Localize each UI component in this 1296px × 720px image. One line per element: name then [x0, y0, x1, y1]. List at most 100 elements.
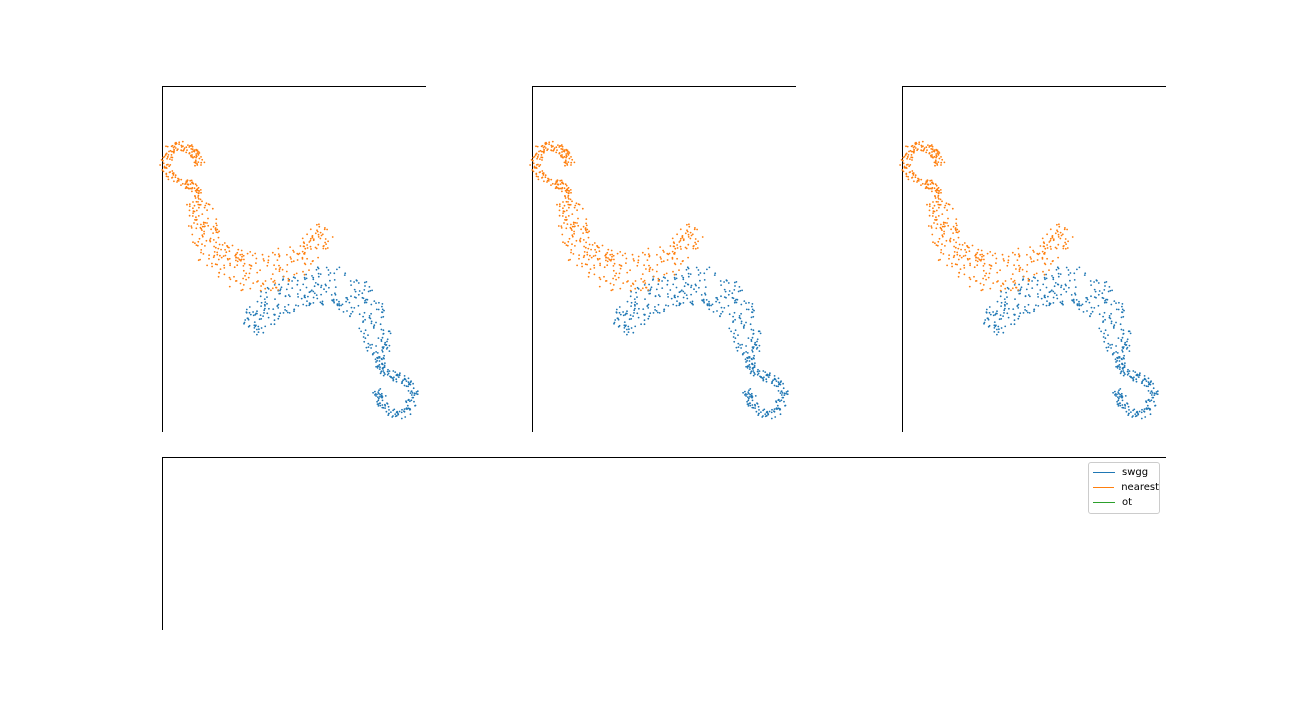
scatter-point-orange [197, 161, 200, 163]
scatter-point-blue [378, 392, 380, 395]
scatter-point-blue [1135, 378, 1138, 381]
scatter-point-blue [1132, 370, 1135, 372]
scatter-point-blue [415, 391, 418, 393]
scatter-point-orange [1060, 234, 1063, 237]
scatter-point-orange [188, 214, 191, 217]
scatter-point-blue [1078, 304, 1081, 307]
scatter-point-blue [282, 278, 285, 281]
scatter-point-blue [1074, 292, 1076, 295]
scatter-point-orange [565, 191, 568, 194]
scatter-point-orange [536, 157, 538, 160]
scatter-point-blue [1121, 308, 1124, 311]
scatter-point-orange [931, 182, 934, 185]
scatter-point-blue [1008, 307, 1010, 310]
scatter-point-blue [1003, 312, 1005, 314]
scatter-point-orange [201, 234, 204, 237]
scatter-point-blue [623, 331, 626, 333]
scatter-point-blue [367, 334, 369, 336]
scatter-point-blue [734, 329, 737, 332]
scatter-point-blue [777, 398, 780, 401]
scatter-point-orange [212, 256, 215, 259]
scatter-point-blue [1105, 301, 1108, 304]
scatter-point-orange [688, 225, 691, 228]
scatter-point-orange [1043, 273, 1046, 276]
scatter-point-blue [1135, 380, 1138, 383]
scatter-point-blue [413, 392, 416, 395]
scatter-point-blue [391, 377, 394, 379]
scatter-point-orange [668, 252, 671, 255]
scatter-point-orange [641, 273, 644, 275]
scatter-point-orange [163, 155, 166, 158]
scatter-point-blue [989, 313, 992, 316]
scatter-point-blue [1113, 300, 1116, 302]
scatter-point-orange [662, 249, 664, 252]
scatter-point-blue [1120, 328, 1123, 331]
scatter-point-orange [197, 240, 200, 243]
scatter-point-blue [1107, 346, 1110, 348]
scatter-point-orange [567, 194, 570, 197]
scatter-point-blue [262, 315, 264, 317]
scatter-point-blue [407, 390, 410, 392]
scatter-point-blue [785, 391, 788, 393]
scatter-point-orange [225, 251, 228, 254]
scatter-point-blue [317, 275, 320, 278]
scatter-point-orange [941, 213, 944, 215]
scatter-point-blue [743, 324, 746, 327]
scatter-point-blue [349, 315, 351, 318]
scatter-point-blue [757, 412, 760, 415]
scatter-point-blue [377, 396, 379, 399]
scatter-point-orange [229, 264, 231, 267]
scatter-point-orange [303, 262, 306, 265]
scatter-point-blue [1112, 391, 1114, 394]
scatter-point-orange [933, 150, 936, 153]
scatter-point-blue [689, 301, 692, 304]
scatter-point-blue [676, 300, 678, 302]
scatter-point-blue [741, 353, 744, 356]
scatter-point-blue [1019, 289, 1021, 292]
scatter-point-blue [362, 297, 365, 300]
scatter-point-orange [192, 207, 194, 210]
scatter-point-orange [611, 288, 614, 291]
scatter-point-orange [953, 245, 955, 248]
scatter-point-blue [685, 294, 688, 296]
scatter-point-orange [188, 203, 191, 206]
scatter-point-orange [901, 169, 904, 171]
scatter-point-blue [766, 373, 769, 376]
scatter-point-orange [194, 164, 196, 167]
scatter-point-blue [1151, 396, 1154, 399]
scatter-point-orange [543, 148, 545, 151]
scatter-point-orange [644, 282, 647, 284]
scatter-point-blue [1052, 302, 1055, 304]
scatter-point-blue [771, 380, 774, 383]
scatter-point-blue [360, 330, 362, 333]
scatter-point-blue [746, 365, 749, 368]
scatter-point-orange [936, 163, 938, 165]
scatter-point-blue [253, 331, 256, 333]
scatter-point-orange [567, 161, 570, 163]
scatter-point-blue [708, 300, 710, 303]
scatter-point-blue [674, 278, 676, 281]
scatter-point-orange [236, 264, 239, 267]
scatter-point-orange [317, 243, 320, 246]
scatter-point-blue [647, 317, 650, 320]
scatter-point-orange [290, 260, 293, 263]
scatter-point-blue [681, 275, 683, 277]
scatter-point-orange [196, 223, 199, 226]
scatter-point-orange [236, 251, 239, 254]
scatter-point-orange [931, 233, 934, 236]
scatter-point-blue [260, 318, 263, 320]
scatter-point-orange [548, 143, 550, 146]
scatter-point-orange [559, 179, 562, 182]
scatter-point-orange [552, 145, 554, 148]
scatter-point-blue [728, 313, 731, 316]
scatter-point-blue [411, 392, 414, 394]
scatter-point-orange [911, 176, 914, 179]
scatter-point-blue [985, 311, 988, 314]
scatter-point-orange [174, 176, 177, 179]
scatter-point-blue [629, 295, 632, 298]
scatter-point-blue [407, 381, 410, 384]
scatter-point-blue [1078, 266, 1081, 269]
scatter-point-orange [310, 248, 312, 250]
scatter-point-blue [755, 348, 758, 350]
scatter-point-orange [576, 264, 578, 267]
